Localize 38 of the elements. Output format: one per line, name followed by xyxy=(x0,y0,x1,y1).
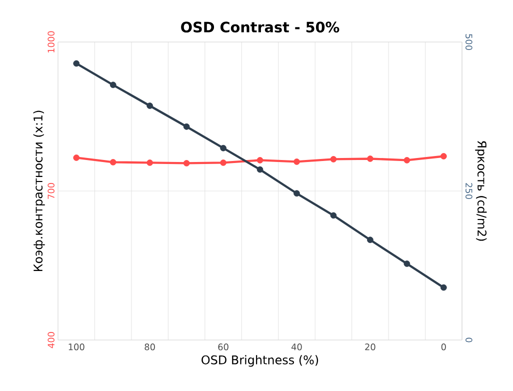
point xyxy=(146,160,154,166)
point xyxy=(404,260,410,267)
point xyxy=(73,60,80,67)
point xyxy=(330,156,337,162)
point xyxy=(294,158,300,165)
y2-tick-label: 500 xyxy=(466,34,472,50)
point xyxy=(183,160,190,166)
point xyxy=(440,284,447,291)
y2-tick-label: 250 xyxy=(466,183,472,199)
point xyxy=(367,236,374,244)
point xyxy=(256,157,264,164)
x-tick-label: 20 xyxy=(365,344,376,350)
y-tick-label: 700 xyxy=(48,183,54,199)
point xyxy=(146,102,154,109)
point xyxy=(220,144,226,152)
chart-title: OSD Contrast - 50% xyxy=(181,22,340,33)
y-tick-label: 1000 xyxy=(48,31,54,52)
y-axis-title: Коэф.контрастности (x:1) xyxy=(33,110,45,272)
point xyxy=(110,82,116,88)
point xyxy=(220,160,226,166)
point xyxy=(73,154,80,161)
y-tick-label: 400 xyxy=(48,332,54,348)
x-tick-label: 100 xyxy=(68,344,84,350)
point xyxy=(110,159,116,166)
y2-axis-title: Яркость (cd/m2) xyxy=(475,141,487,241)
point xyxy=(440,153,447,160)
x-tick-label: 0 xyxy=(441,344,446,350)
point xyxy=(294,190,300,197)
x-tick-label: 80 xyxy=(144,344,155,350)
x-axis-title: OSD Brightness (%) xyxy=(202,355,318,367)
x-tick-label: 40 xyxy=(291,344,302,350)
x-tick-label: 60 xyxy=(218,344,228,350)
point xyxy=(404,157,410,164)
point xyxy=(183,123,190,130)
point xyxy=(256,166,264,173)
point xyxy=(330,212,337,219)
point xyxy=(366,156,374,162)
y2-tick-label: 0 xyxy=(466,338,472,342)
